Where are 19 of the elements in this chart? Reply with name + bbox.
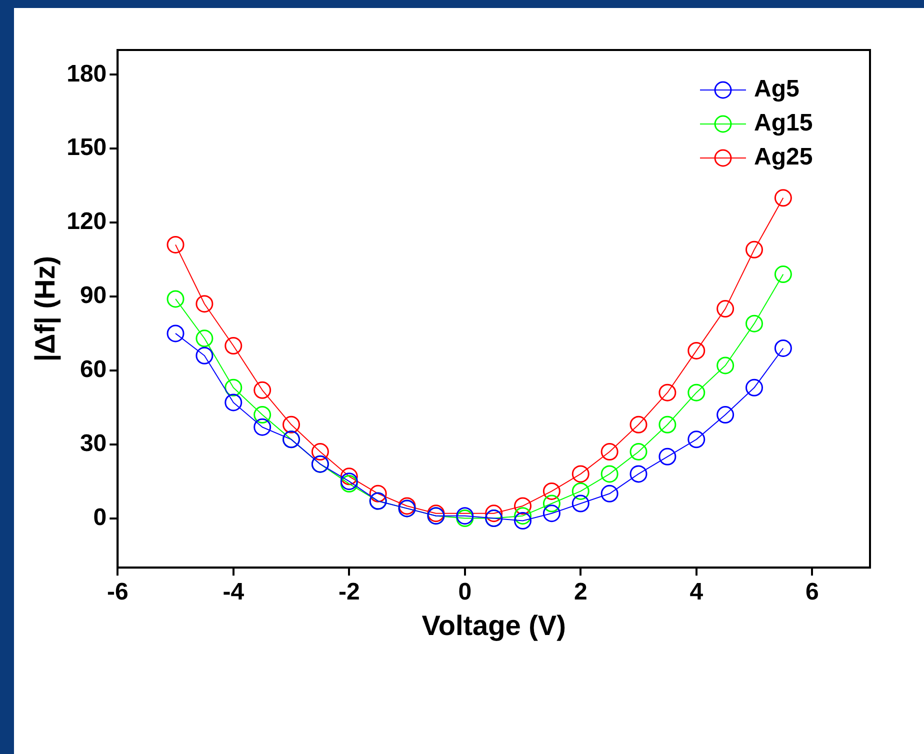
legend-label: Ag15	[754, 110, 813, 137]
x-tick-label: 6	[805, 578, 819, 606]
y-tick-label: 120	[66, 208, 107, 236]
x-tick-label: -4	[222, 578, 245, 606]
y-tick-label: 0	[93, 504, 107, 531]
y-tick-label: 30	[80, 430, 107, 457]
y-tick-label: 180	[66, 60, 107, 88]
y-tick-label: 90	[80, 282, 107, 310]
y-tick-label: 150	[66, 134, 107, 162]
x-axis-title: Voltage (V)	[422, 610, 566, 641]
x-tick-label: -6	[106, 578, 128, 606]
y-axis-title: |Δf| (Hz)	[30, 256, 62, 362]
legend-label: Ag5	[754, 76, 800, 103]
legend-label: Ag25	[754, 144, 813, 171]
y-tick-label: 60	[80, 356, 107, 384]
x-tick-label: 2	[574, 578, 588, 606]
x-tick-label: 0	[458, 578, 472, 606]
x-tick-label: 4	[690, 578, 704, 606]
x-tick-label: -2	[338, 578, 360, 606]
